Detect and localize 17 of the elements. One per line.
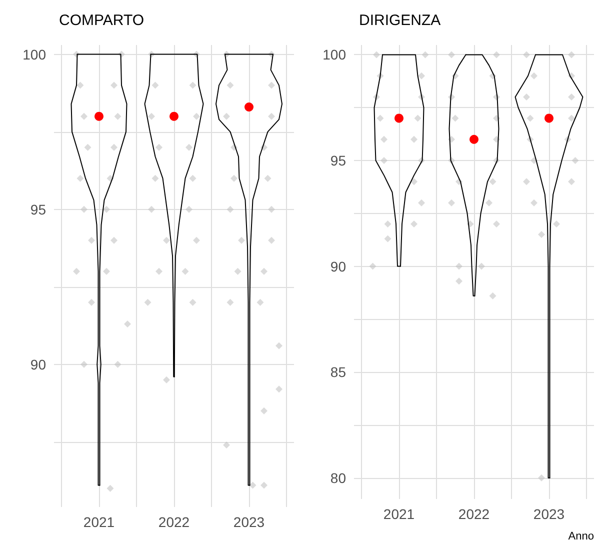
x-tick-label: 2022	[458, 506, 490, 522]
y-tick-label: 85	[330, 364, 346, 380]
y-tick-label: 100	[322, 46, 346, 63]
x-tick-label: 2023	[233, 514, 265, 530]
x-tick-label: 2021	[83, 514, 115, 530]
y-tick-label: 90	[330, 258, 346, 274]
y-tick-label: 95	[330, 152, 346, 169]
x-axis-title: Anno	[568, 530, 594, 542]
y-tick-label: 100	[22, 46, 46, 62]
x-tick-label: 2023	[533, 506, 565, 522]
y-tick-label: 80	[330, 470, 346, 486]
chart-title: DIRIGENZA	[359, 12, 441, 29]
y-tick-label: 90	[30, 356, 46, 372]
y-tick-label: 95	[30, 201, 46, 218]
x-tick-label: 2022	[158, 514, 190, 530]
chart-title: COMPARTO	[59, 12, 144, 29]
x-tick-label: 2021	[383, 506, 415, 522]
